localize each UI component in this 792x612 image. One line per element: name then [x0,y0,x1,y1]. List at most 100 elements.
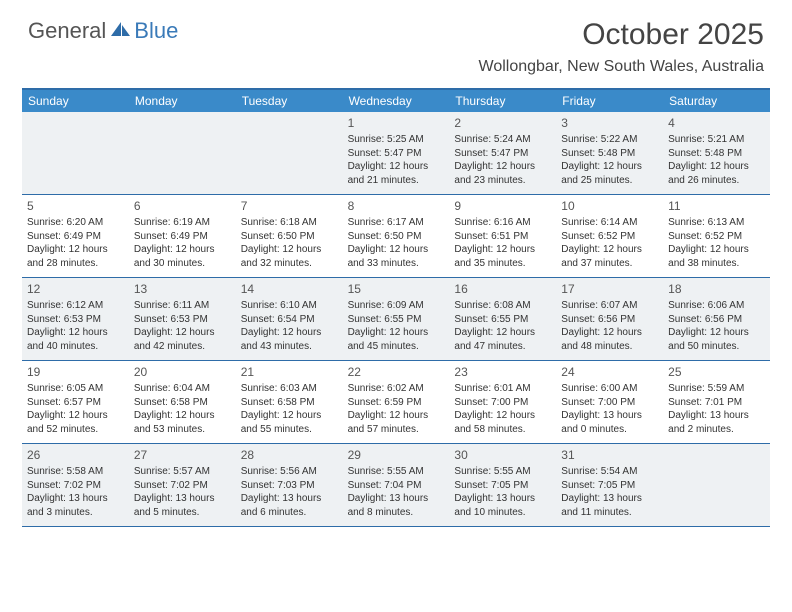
day-detail-line: Daylight: 12 hours and 40 minutes. [27,326,124,353]
day-cell: 27Sunrise: 5:57 AMSunset: 7:02 PMDayligh… [129,444,236,526]
day-cell: 9Sunrise: 6:16 AMSunset: 6:51 PMDaylight… [449,195,556,277]
day-detail-line: Sunrise: 6:14 AM [561,216,658,230]
day-number: 5 [27,198,124,214]
day-header-tue: Tuesday [236,90,343,112]
day-detail-line: Sunset: 6:55 PM [348,313,445,327]
day-detail-line: Sunrise: 5:56 AM [241,465,338,479]
day-number: 31 [561,447,658,463]
day-detail-line: Daylight: 12 hours and 38 minutes. [668,243,765,270]
day-detail-line: Daylight: 12 hours and 47 minutes. [454,326,551,353]
day-detail-line: Sunset: 6:56 PM [561,313,658,327]
day-detail-line: Sunset: 6:53 PM [134,313,231,327]
day-cell [663,444,770,526]
day-detail-line: Sunset: 7:04 PM [348,479,445,493]
day-detail-line: Sunset: 7:05 PM [454,479,551,493]
day-cell: 30 Sunrise: 5:55 AMSunset: 7:05 PMDayligh… [449,444,556,526]
day-detail-line: Daylight: 13 hours and 6 minutes. [241,492,338,519]
day-number: 14 [241,281,338,297]
day-cell: 14Sunrise: 6:10 AMSunset: 6:54 PMDayligh… [236,278,343,360]
day-detail-line: Sunset: 7:05 PM [561,479,658,493]
day-detail-line: Daylight: 12 hours and 45 minutes. [348,326,445,353]
day-cell: 22Sunrise: 6:02 AMSunset: 6:59 PMDayligh… [343,361,450,443]
day-detail-line: Sunset: 6:50 PM [241,230,338,244]
day-number: 18 [668,281,765,297]
calendar-grid: Sunday Monday Tuesday Wednesday Thursday… [22,88,770,527]
day-detail-line: Sunrise: 6:04 AM [134,382,231,396]
week-row: 1Sunrise: 5:25 AMSunset: 5:47 PMDaylight… [22,112,770,195]
day-cell: 20Sunrise: 6:04 AMSunset: 6:58 PMDayligh… [129,361,236,443]
day-number: 29 [348,447,445,463]
day-detail-line: Sunrise: 6:09 AM [348,299,445,313]
day-detail-line: Sunset: 6:53 PM [27,313,124,327]
day-cell: 6Sunrise: 6:19 AMSunset: 6:49 PMDaylight… [129,195,236,277]
day-detail-line: Sunset: 6:49 PM [27,230,124,244]
day-cell: 18Sunrise: 6:06 AMSunset: 6:56 PMDayligh… [663,278,770,360]
logo-sail-icon [110,20,132,43]
day-detail-line: Sunset: 6:52 PM [561,230,658,244]
day-detail-line: Sunrise: 5:55 AM [454,465,551,479]
day-detail-line: Sunrise: 6:07 AM [561,299,658,313]
day-detail-line: Daylight: 12 hours and 50 minutes. [668,326,765,353]
day-detail-line: Sunset: 6:49 PM [134,230,231,244]
day-number: 10 [561,198,658,214]
day-detail-line: Sunrise: 6:13 AM [668,216,765,230]
day-header-fri: Friday [556,90,663,112]
day-number: 30 [454,447,551,463]
day-detail-line: Daylight: 12 hours and 55 minutes. [241,409,338,436]
day-number: 23 [454,364,551,380]
header: General Blue October 2025 Wollongbar, Ne… [0,0,792,80]
day-detail-line: Daylight: 13 hours and 10 minutes. [454,492,551,519]
day-detail-line: Sunset: 6:50 PM [348,230,445,244]
location-subtitle: Wollongbar, New South Wales, Australia [479,58,764,76]
day-detail-line: Sunrise: 6:20 AM [27,216,124,230]
day-number: 19 [27,364,124,380]
day-number: 16 [454,281,551,297]
day-detail-line: Sunset: 7:03 PM [241,479,338,493]
logo: General Blue [28,18,178,44]
day-detail-line: Sunrise: 5:54 AM [561,465,658,479]
day-detail-line: Daylight: 13 hours and 11 minutes. [561,492,658,519]
day-detail-line: Sunrise: 6:03 AM [241,382,338,396]
day-detail-line: Sunrise: 5:57 AM [134,465,231,479]
day-detail-line: Sunrise: 6:05 AM [27,382,124,396]
day-number: 27 [134,447,231,463]
day-detail-line: Sunrise: 6:06 AM [668,299,765,313]
day-cell: 1Sunrise: 5:25 AMSunset: 5:47 PMDaylight… [343,112,450,194]
day-cell: 26Sunrise: 5:58 AMSunset: 7:02 PMDayligh… [22,444,129,526]
day-cell: 13Sunrise: 6:11 AMSunset: 6:53 PMDayligh… [129,278,236,360]
day-number: 11 [668,198,765,214]
day-detail-line: Sunrise: 6:16 AM [454,216,551,230]
day-number: 26 [27,447,124,463]
day-detail-line: Sunrise: 5:59 AM [668,382,765,396]
week-row: 12Sunrise: 6:12 AMSunset: 6:53 PMDayligh… [22,278,770,361]
day-cell: 29Sunrise: 5:55 AMSunset: 7:04 PMDayligh… [343,444,450,526]
day-detail-line: Sunrise: 5:25 AM [348,133,445,147]
day-detail-line: Daylight: 12 hours and 21 minutes. [348,160,445,187]
day-detail-line: Sunset: 6:55 PM [454,313,551,327]
day-number: 22 [348,364,445,380]
logo-text-blue: Blue [134,18,178,44]
day-number: 24 [561,364,658,380]
day-header-sun: Sunday [22,90,129,112]
day-cell: 16Sunrise: 6:08 AMSunset: 6:55 PMDayligh… [449,278,556,360]
day-number: 3 [561,115,658,131]
weeks-container: 1Sunrise: 5:25 AMSunset: 5:47 PMDaylight… [22,112,770,527]
day-detail-line: Sunrise: 6:11 AM [134,299,231,313]
day-cell: 19Sunrise: 6:05 AMSunset: 6:57 PMDayligh… [22,361,129,443]
day-detail-line: Sunset: 7:00 PM [454,396,551,410]
day-number: 12 [27,281,124,297]
day-detail-line: Sunrise: 6:02 AM [348,382,445,396]
week-row: 26Sunrise: 5:58 AMSunset: 7:02 PMDayligh… [22,444,770,527]
day-number: 15 [348,281,445,297]
day-header-thu: Thursday [449,90,556,112]
day-number: 17 [561,281,658,297]
day-cell: 3Sunrise: 5:22 AMSunset: 5:48 PMDaylight… [556,112,663,194]
week-row: 5Sunrise: 6:20 AMSunset: 6:49 PMDaylight… [22,195,770,278]
day-detail-line: Daylight: 12 hours and 57 minutes. [348,409,445,436]
day-detail-line: Sunset: 6:57 PM [27,396,124,410]
day-cell: 12 Sunrise: 6:12 AMSunset: 6:53 PMDayligh… [22,278,129,360]
day-detail-line: Sunset: 7:02 PM [27,479,124,493]
day-detail-line: Sunrise: 6:12 AM [27,299,124,313]
day-cell: 25Sunrise: 5:59 AMSunset: 7:01 PMDayligh… [663,361,770,443]
day-number: 20 [134,364,231,380]
